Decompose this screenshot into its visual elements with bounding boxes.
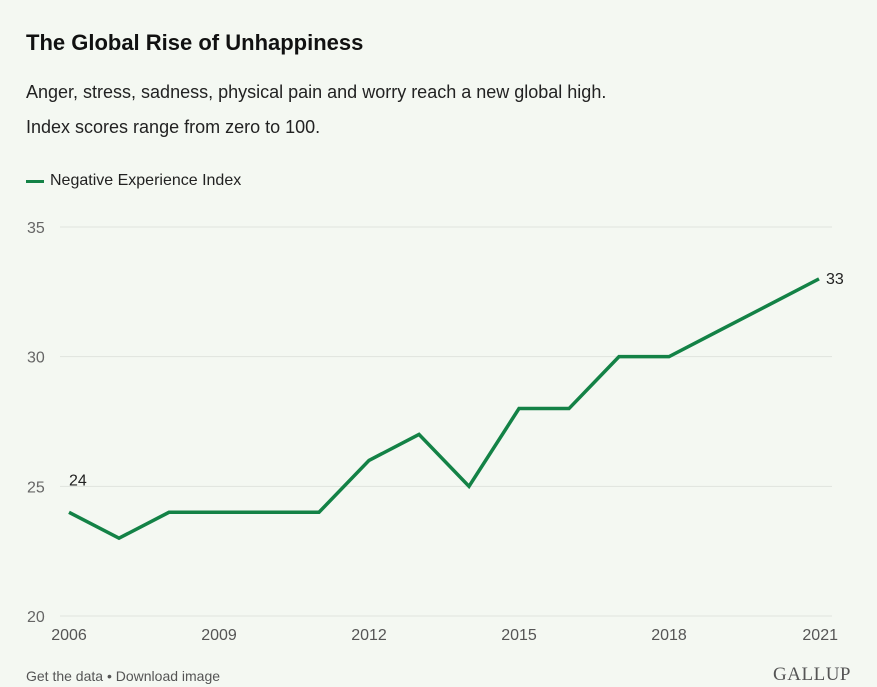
data-label: 33 <box>826 271 844 288</box>
subtitle-line-1: Anger, stress, sadness, physical pain an… <box>26 82 607 102</box>
series-line-negative-experience-index <box>68 277 820 541</box>
y-tick-label: 35 <box>27 220 45 237</box>
legend-label: Negative Experience Index <box>50 172 242 189</box>
subtitle-line-2: Index scores range from zero to 100. <box>26 117 321 137</box>
x-tick-label: 2015 <box>501 627 537 644</box>
x-tick-label: 2018 <box>651 627 687 644</box>
legend-swatch <box>26 179 44 183</box>
x-tick-label: 2009 <box>201 627 237 644</box>
get-data-link[interactable]: Get the data <box>26 668 104 684</box>
y-tick-label: 25 <box>27 479 45 496</box>
footer-separator: • <box>103 668 116 684</box>
data-label: 24 <box>69 472 87 489</box>
gallup-logo: GALLUP <box>773 664 851 685</box>
chart-title: The Global Rise of Unhappiness <box>26 30 364 55</box>
download-image-link[interactable]: Download image <box>115 668 221 684</box>
y-tick-label: 20 <box>27 609 45 626</box>
y-tick-label: 30 <box>27 350 45 367</box>
x-tick-label: 2006 <box>51 627 87 644</box>
x-tick-label: 2012 <box>351 627 387 644</box>
legend: Negative Experience Index <box>26 172 241 190</box>
footer-links: Get the data • Download image <box>26 668 220 684</box>
x-tick-label: 2021 <box>802 627 838 644</box>
